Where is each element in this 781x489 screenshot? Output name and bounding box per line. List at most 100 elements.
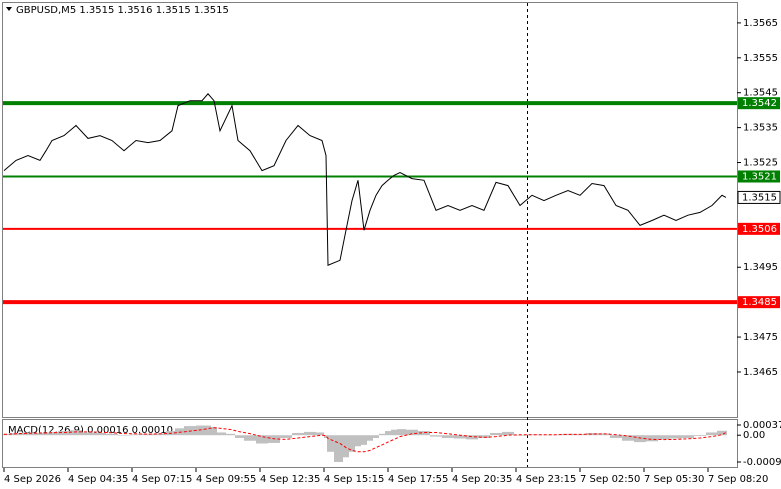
y-tick-label: 1.3535 [743, 123, 778, 134]
macd-bar [256, 435, 268, 444]
macd-bar [373, 435, 379, 438]
last-price-label: 1.3515 [742, 192, 777, 203]
macd-bar [327, 435, 334, 452]
y-tick-label: 1.3555 [743, 53, 778, 64]
macd-bar [43, 432, 49, 436]
macd-bar [658, 435, 670, 440]
y-tick-label: 1.3465 [743, 367, 778, 378]
level-label: 1.3521 [742, 171, 777, 182]
macd-bar [598, 433, 610, 436]
macd-signal [3, 427, 727, 453]
macd-bar [349, 435, 355, 452]
level-label-box [738, 296, 780, 309]
level-label: 1.3485 [742, 297, 777, 308]
macd-bar [130, 434, 142, 436]
macd-bar [406, 429, 418, 436]
menu-triangle [6, 7, 12, 11]
x-tick-label: 4 Sep 15:15 [324, 474, 384, 485]
macd-bar [106, 433, 118, 436]
macd-bar [670, 435, 682, 439]
y-tick-label: 1.3495 [743, 262, 778, 273]
x-tick-label: 4 Sep 04:35 [68, 474, 128, 485]
y-tick-label: 0.00 [743, 430, 765, 441]
y-tick-label: -0.00097 [743, 457, 781, 468]
macd-bar [34, 433, 43, 436]
macd-bar [397, 429, 406, 436]
macd-bar [235, 435, 244, 438]
macd-bar [343, 435, 349, 458]
macd-bar [361, 435, 367, 445]
macd-bar [304, 431, 316, 436]
macd-bar [490, 433, 502, 436]
macd-bar [82, 432, 94, 436]
macd-bar [379, 433, 385, 436]
price-line [3, 93, 727, 266]
macd-bar [514, 435, 526, 436]
x-tick-label: 7 Sep 08:20 [708, 474, 768, 485]
macd-bar [610, 435, 622, 438]
macd-bar [355, 435, 361, 447]
x-tick-label: 4 Sep 17:55 [388, 474, 448, 485]
macd-bar [622, 435, 634, 441]
macd-bar [526, 434, 538, 436]
level-label-box [738, 97, 780, 110]
level-label-box [738, 222, 780, 235]
macd-bar [244, 435, 256, 441]
y-tick-label: 1.3545 [743, 88, 778, 99]
macd-bar [175, 428, 184, 436]
macd-bar [391, 429, 397, 436]
macd-bar [430, 435, 442, 437]
macd-bar [367, 435, 373, 441]
x-tick-label: 7 Sep 02:50 [580, 474, 640, 485]
macd-bar [717, 430, 724, 436]
macd-bar [324, 435, 327, 438]
x-tick-label: 4 Sep 12:35 [260, 474, 320, 485]
macd-bar [418, 431, 430, 436]
y-tick-label: 1.3565 [743, 18, 778, 29]
macd-bar [634, 435, 646, 443]
chart-title: GBPUSD,M5 1.3515 1.3516 1.3515 1.3515 [16, 5, 229, 16]
x-tick-label: 4 Sep 20:35 [452, 474, 512, 485]
x-tick-label: 4 Sep 23:15 [516, 474, 576, 485]
macd-bar [196, 425, 205, 436]
level-label: 1.3506 [742, 224, 777, 235]
macd-bar [205, 425, 211, 436]
macd-bar [334, 435, 343, 462]
y-tick-label: 1.3525 [743, 158, 778, 169]
macd-bar [142, 433, 154, 436]
level-label: 1.3542 [742, 98, 777, 109]
macd-title: MACD(12,26,9) 0.00016 0.00010 [8, 425, 173, 436]
macd-bar [502, 431, 514, 436]
macd-bar [478, 435, 490, 438]
x-tick-label: 4 Sep 07:15 [132, 474, 192, 485]
macd-bar [70, 430, 82, 436]
y-tick-label: 1.3475 [743, 332, 778, 343]
macd-bar [562, 433, 574, 436]
macd-bar [49, 431, 58, 436]
x-tick-label: 4 Sep 09:55 [196, 474, 256, 485]
macd-bar [454, 435, 466, 439]
macd-panel [2, 419, 738, 468]
x-tick-label: 7 Sep 05:30 [644, 474, 704, 485]
macd-bar [316, 432, 324, 436]
macd-bar [385, 431, 391, 436]
macd-bar [694, 435, 706, 437]
macd-bar [442, 435, 454, 438]
main-panel [2, 2, 738, 418]
macd-bar [58, 431, 70, 436]
macd-bar [226, 433, 235, 436]
level-label-box [738, 170, 780, 183]
macd-bar [280, 435, 292, 438]
y-tick-label: 0.00037 [743, 420, 781, 431]
x-tick-label: 4 Sep 2026 [4, 474, 61, 485]
macd-bar [646, 435, 658, 442]
macd-bar [586, 433, 598, 436]
macd-bar [682, 435, 694, 438]
macd-bar [22, 432, 34, 436]
macd-bar [154, 433, 166, 436]
macd-bar [211, 426, 217, 436]
macd-bar [706, 432, 717, 436]
macd-bar [118, 435, 130, 436]
